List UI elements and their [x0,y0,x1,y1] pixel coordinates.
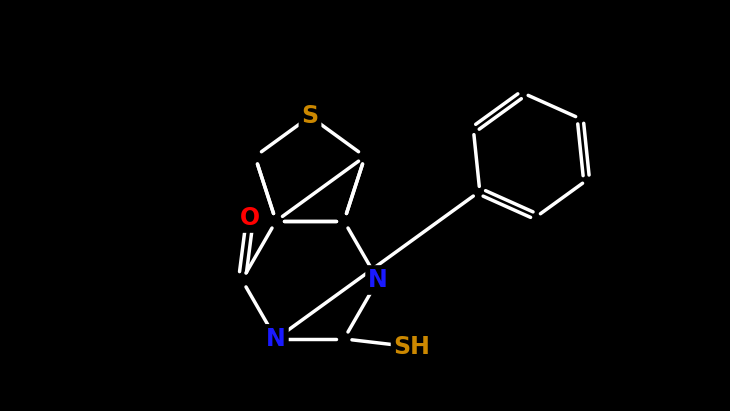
Text: S: S [301,104,318,129]
Text: O: O [240,206,260,230]
Text: N: N [266,327,286,351]
Text: SH: SH [393,335,431,359]
Text: N: N [368,268,388,292]
